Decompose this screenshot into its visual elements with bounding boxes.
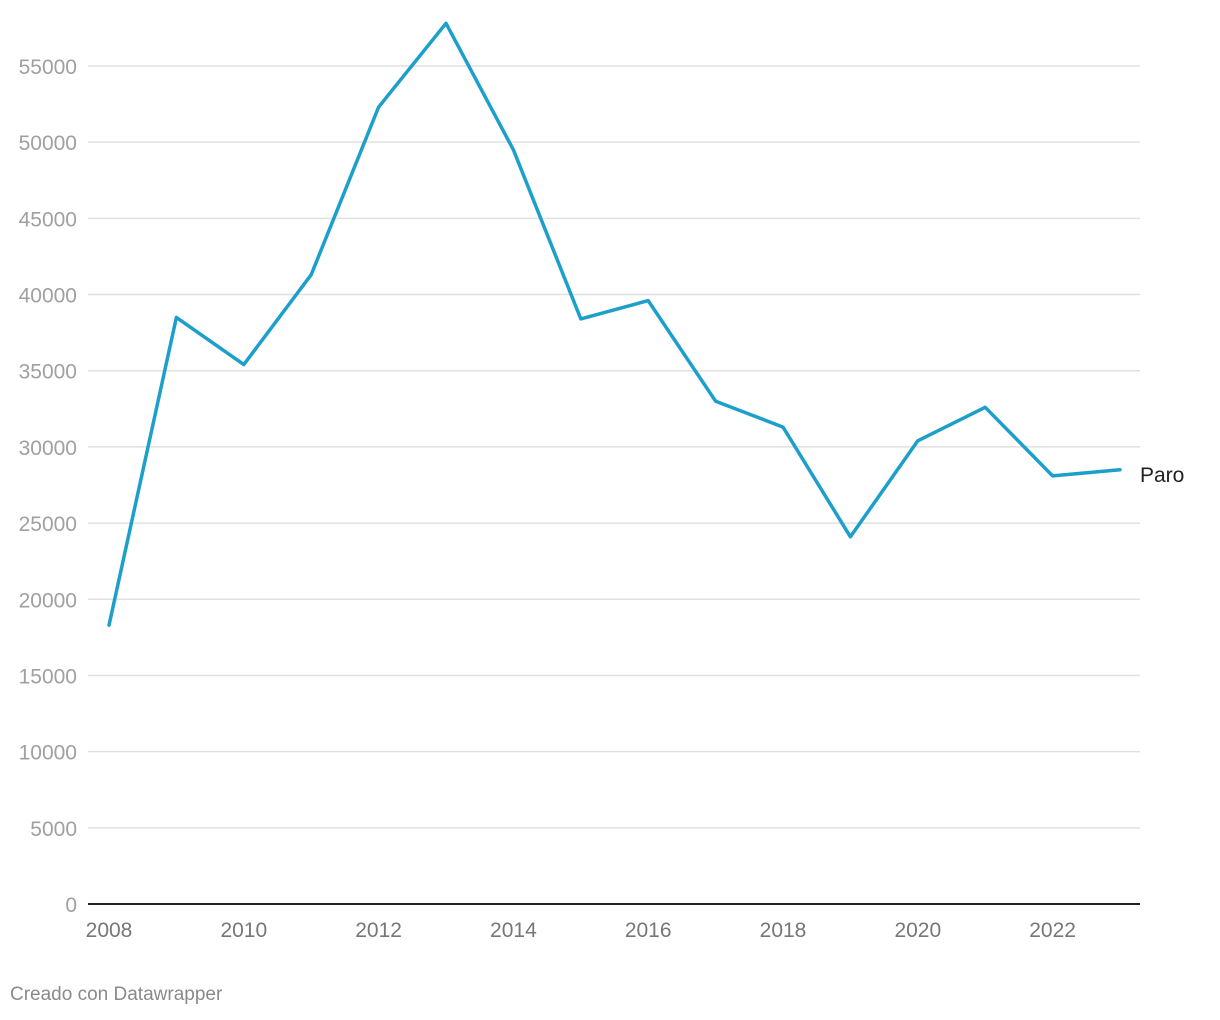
x-tick-label: 2008 bbox=[86, 919, 133, 942]
y-tick-label: 25000 bbox=[19, 513, 77, 536]
y-tick-label: 30000 bbox=[19, 437, 77, 460]
x-tick-label: 2018 bbox=[760, 919, 807, 942]
gridlines bbox=[88, 65, 1140, 829]
y-axis: 0 5000 10000 15000 20000 25000 30000 35000 40000… bbox=[19, 56, 77, 917]
y-tick-label: 10000 bbox=[19, 742, 77, 765]
x-tick-label: 2014 bbox=[490, 919, 537, 942]
y-tick-label: 15000 bbox=[19, 665, 77, 688]
series-group: Paro bbox=[107, 21, 1184, 627]
series-line-paro bbox=[107, 21, 1122, 627]
y-tick-label: 50000 bbox=[19, 132, 77, 155]
y-tick-label: 5000 bbox=[30, 818, 77, 841]
credit-text: Creado con Datawrapper bbox=[10, 984, 223, 1005]
y-tick-label: 40000 bbox=[19, 285, 77, 308]
x-tick-label: 2016 bbox=[625, 919, 672, 942]
x-tick-label: 2010 bbox=[220, 919, 267, 942]
y-tick-label: 55000 bbox=[19, 56, 77, 79]
y-tick-label: 0 bbox=[65, 894, 77, 917]
x-tick-label: 2020 bbox=[894, 919, 941, 942]
series-label: Paro bbox=[1140, 464, 1184, 487]
y-tick-label: 45000 bbox=[19, 208, 77, 231]
y-tick-label: 35000 bbox=[19, 361, 77, 384]
x-tick-label: 2012 bbox=[355, 919, 402, 942]
y-tick-label: 20000 bbox=[19, 589, 77, 612]
x-tick-label: 2022 bbox=[1029, 919, 1076, 942]
x-axis: 2008 2010 2012 2014 2016 2018 2020 2022 bbox=[86, 919, 1076, 942]
